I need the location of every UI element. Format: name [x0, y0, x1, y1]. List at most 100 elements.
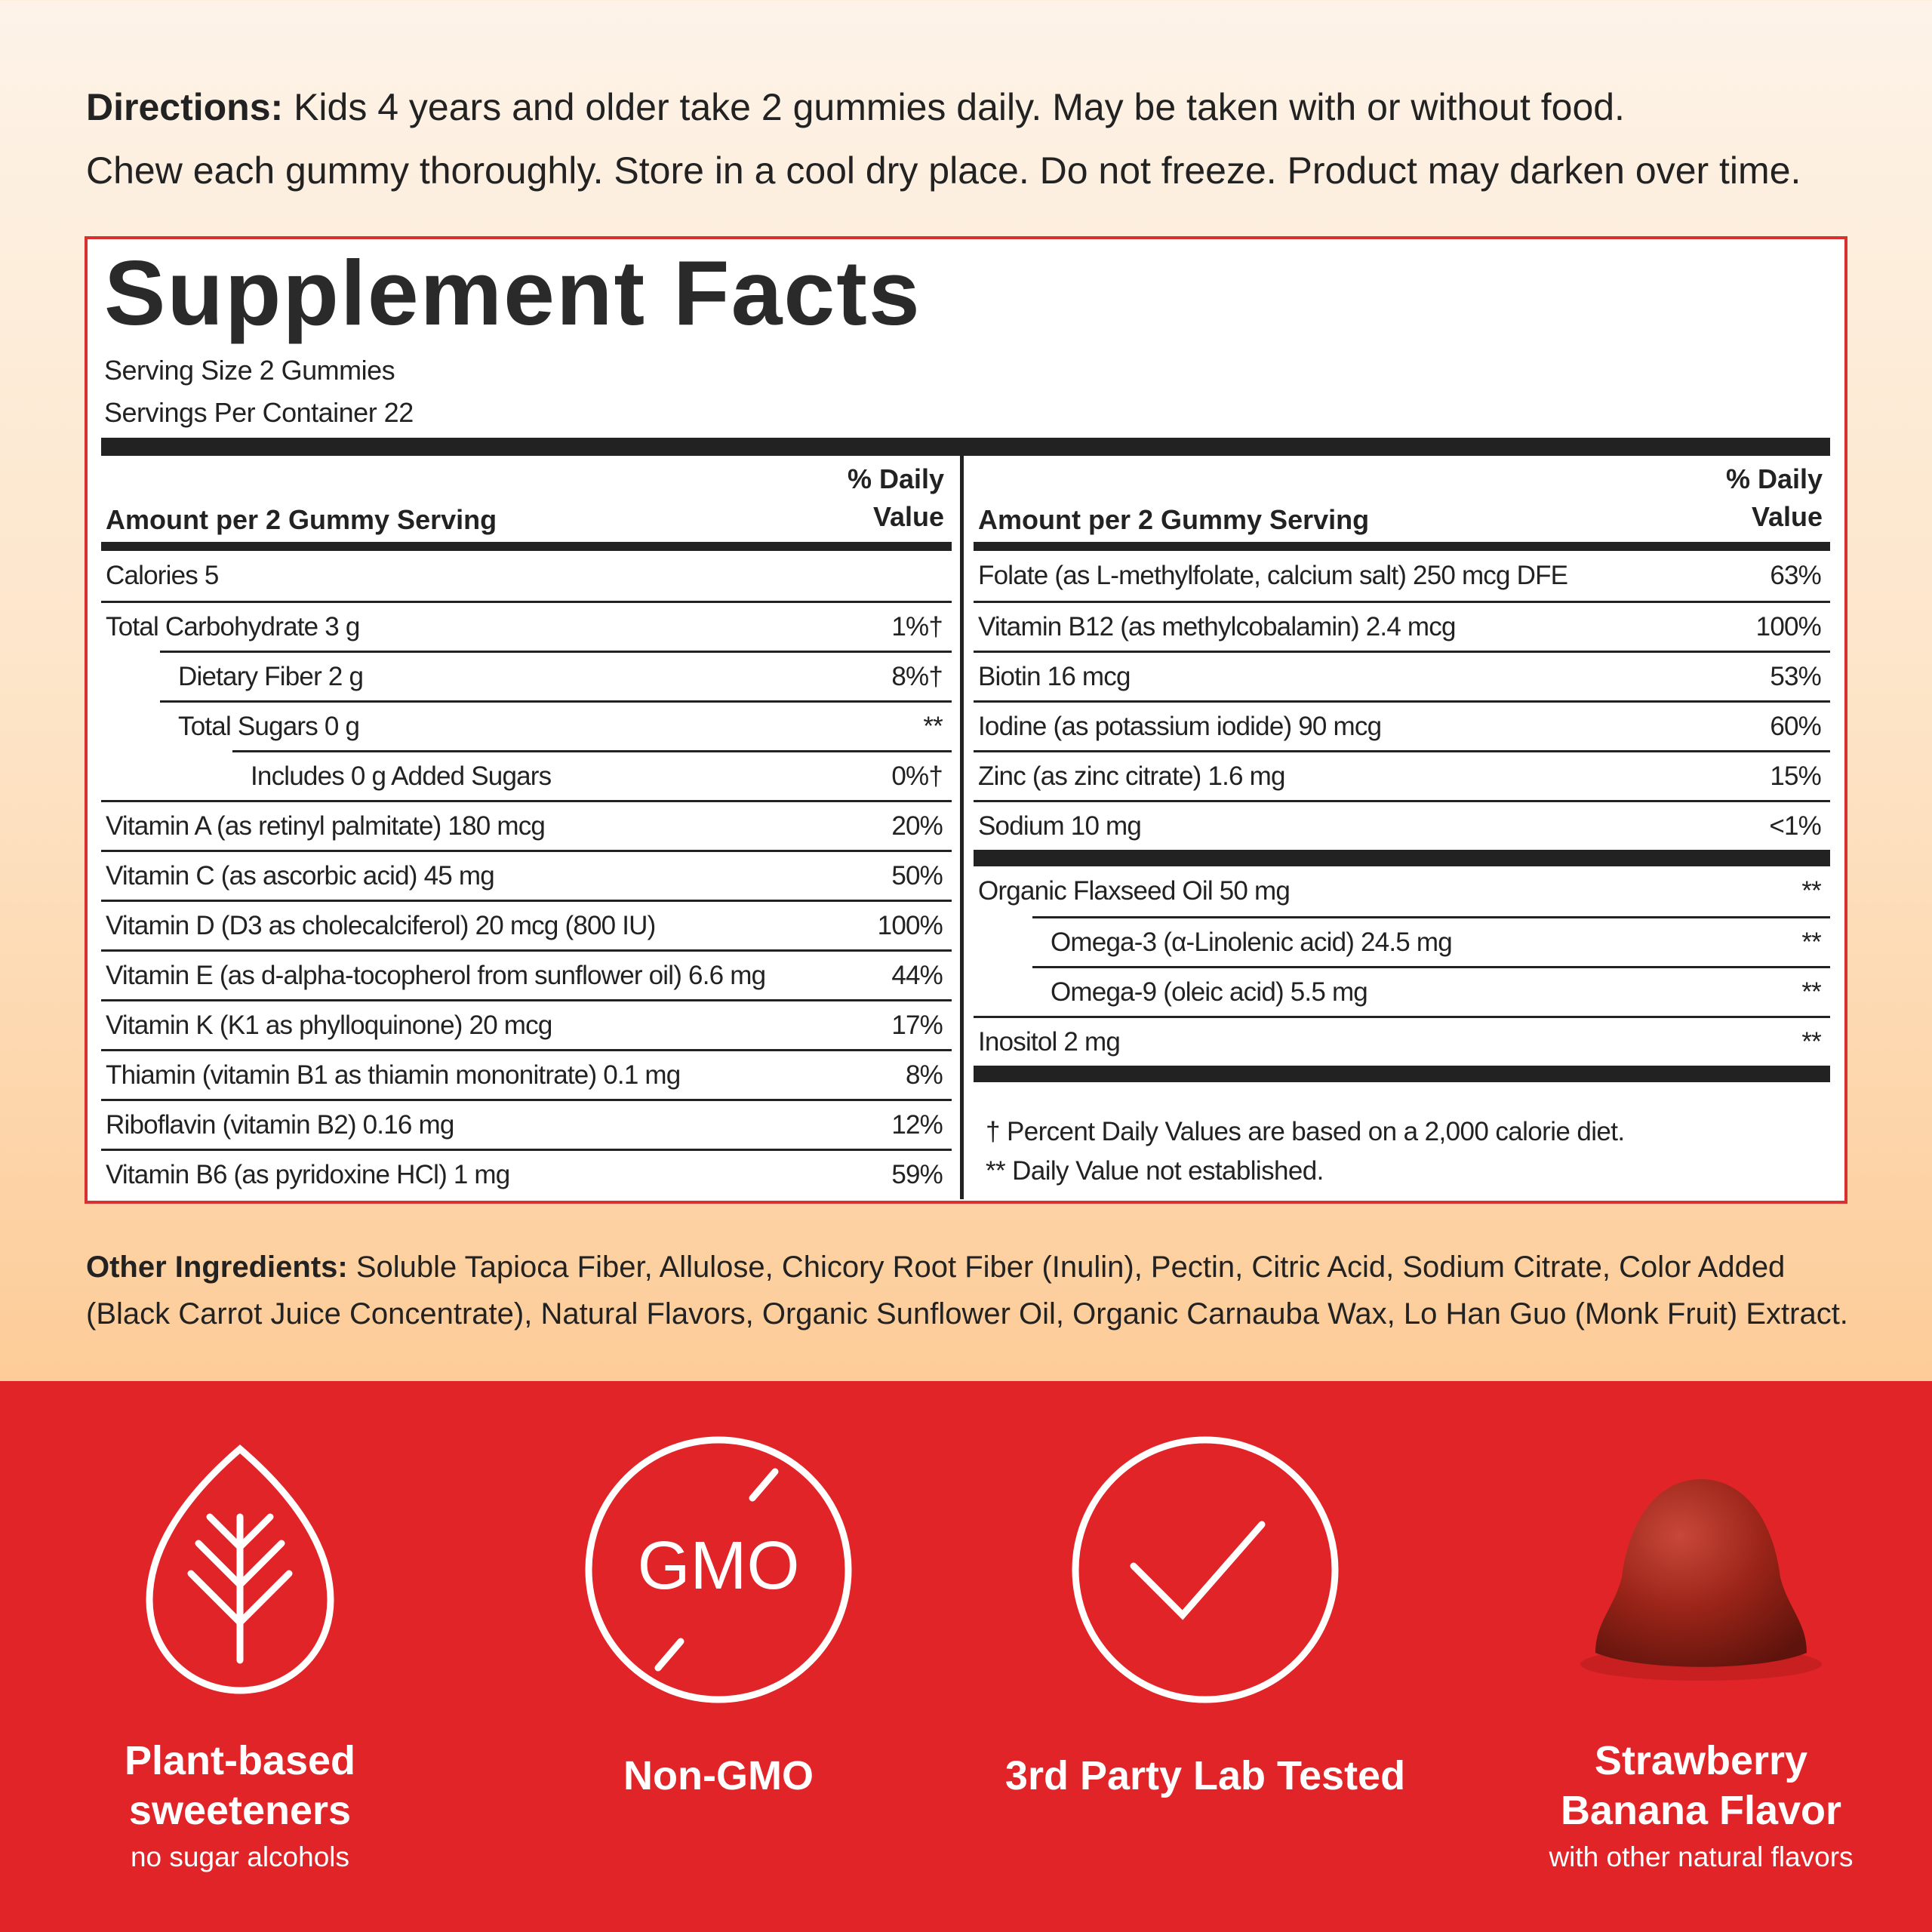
- daily-value: 60%: [1770, 711, 1821, 741]
- thick-bar: [974, 542, 1830, 551]
- footnote: ** Daily Value not established.: [986, 1156, 1324, 1186]
- nutrient-name: Omega-9 (oleic acid) 5.5 mg: [1051, 977, 1368, 1007]
- nutrient-row: Sodium 10 mg <1%: [974, 800, 1830, 850]
- daily-value: **: [1801, 1026, 1821, 1057]
- nutrient-name: Vitamin B6 (as pyridoxine HCl) 1 mg: [106, 1159, 510, 1189]
- nutrient-row: Calories 5: [101, 551, 952, 601]
- directions-text: Kids 4 years and older take 2 gummies da…: [294, 86, 1625, 128]
- badge-title: 3rd Party Lab Tested: [971, 1751, 1439, 1801]
- thick-bar: [101, 542, 952, 551]
- header-dv-line: % Daily: [847, 463, 944, 494]
- badge: 3rd Party Lab Tested: [971, 1434, 1439, 1801]
- badge-title: Strawberry Banana Flavor: [1467, 1736, 1932, 1835]
- header-daily-value: % Daily Value: [1726, 460, 1823, 536]
- daily-value: 15%: [1770, 761, 1821, 791]
- nutrient-name: Riboflavin (vitamin B2) 0.16 mg: [106, 1109, 454, 1140]
- badge: Strawberry Banana Flavor with other natura…: [1467, 1434, 1932, 1876]
- badge-title: Plant-based sweeteners: [6, 1736, 474, 1835]
- ingredients-label: Other Ingredients:: [86, 1251, 348, 1284]
- nutrient-row: Iodine (as potassium iodide) 90 mcg 60%: [974, 700, 1830, 750]
- nutrient-name: Total Sugars 0 g: [178, 711, 360, 741]
- nutrient-row: Vitamin C (as ascorbic acid) 45 mg 50%: [101, 850, 952, 900]
- nutrient-row: Omega-3 (α-Linolenic acid) 24.5 mg **: [1032, 916, 1830, 966]
- facts-box: [85, 236, 1847, 1204]
- nutrient-name: Thiamin (vitamin B1 as thiamin mononitra…: [106, 1060, 681, 1090]
- right-column: Amount per 2 Gummy Serving % Daily Value Fo…: [974, 456, 1830, 1191]
- nutrient-row: Organic Flaxseed Oil 50 mg **: [974, 866, 1830, 916]
- check-icon: [1072, 1436, 1339, 1703]
- thick-bar: [974, 1066, 1830, 1082]
- nutrient-row: Dietary Fiber 2 g 8%†: [160, 651, 952, 700]
- nutrient-name: Iodine (as potassium iodide) 90 mcg: [978, 711, 1382, 741]
- nutrient-row: Total Carbohydrate 3 g 1%†: [101, 601, 952, 651]
- header-daily-value: % Daily Value: [848, 460, 944, 536]
- daily-value: 100%: [1755, 611, 1822, 641]
- column-divider: [960, 456, 964, 1199]
- badge-title-line: sweeteners: [128, 1788, 352, 1833]
- badge: GMO Non-GMO: [485, 1434, 952, 1801]
- footnotes: † Percent Daily Values are based on a 2,…: [974, 1112, 1830, 1191]
- nutrient-name: Vitamin C (as ascorbic acid) 45 mg: [106, 860, 495, 891]
- facts-title: Supplement Facts: [104, 242, 921, 344]
- nutrient-name: Omega-3 (α-Linolenic acid) 24.5 mg: [1051, 927, 1453, 957]
- badge-title: Non-GMO: [485, 1751, 952, 1801]
- badge-title-line: Strawberry: [1594, 1738, 1808, 1783]
- nutrient-name: Dietary Fiber 2 g: [178, 661, 364, 691]
- badge-title-line: Banana Flavor: [1560, 1788, 1842, 1833]
- table-header: Amount per 2 Gummy Serving % Daily Value: [974, 456, 1830, 542]
- nutrient-name: Zinc (as zinc citrate) 1.6 mg: [978, 761, 1285, 791]
- leaf-icon: [146, 1444, 334, 1694]
- badge-subtitle: no sugar alcohols: [130, 1841, 350, 1872]
- daily-value: 44%: [891, 960, 943, 990]
- ingredients-text: Soluble Tapioca Fiber, Allulose, Chicory…: [86, 1251, 1848, 1331]
- nutrient-row: Inositol 2 mg **: [974, 1016, 1830, 1066]
- nutrient-row: Total Sugars 0 g **: [160, 700, 952, 750]
- nutrient-name: Vitamin E (as d-alpha-tocopherol from su…: [106, 960, 766, 990]
- nutrient-row: Vitamin A (as retinyl palmitate) 180 mcg…: [101, 800, 952, 850]
- nutrient-name: Total Carbohydrate 3 g: [106, 611, 360, 641]
- nutrient-row: Folate (as L-methylfolate, calcium salt)…: [974, 551, 1830, 601]
- daily-value: 0%†: [891, 761, 943, 791]
- nutrient-name: Organic Flaxseed Oil 50 mg: [978, 876, 1291, 906]
- nutrient-row: Riboflavin (vitamin B2) 0.16 mg 12%: [101, 1099, 952, 1149]
- badge-title-line: Non-GMO: [623, 1753, 814, 1798]
- daily-value: 20%: [891, 811, 943, 841]
- daily-value: 1%†: [891, 611, 943, 641]
- badge: Plant-based sweeteners no sugar alcohols: [6, 1434, 474, 1876]
- nutrient-name: Biotin 16 mcg: [978, 661, 1131, 691]
- daily-value: **: [1801, 876, 1821, 906]
- nutrient-name: Inositol 2 mg: [978, 1026, 1121, 1057]
- header-dv-line: Value: [1751, 501, 1823, 532]
- other-ingredients: Other Ingredients: Soluble Tapioca Fiber…: [86, 1244, 1852, 1337]
- daily-value: 100%: [877, 910, 943, 940]
- badge-subtitle: with other natural flavors: [1549, 1841, 1854, 1872]
- nutrient-name: Vitamin A (as retinyl palmitate) 180 mcg: [106, 811, 546, 841]
- daily-value: <1%: [1769, 811, 1821, 841]
- daily-value: 50%: [891, 860, 943, 891]
- directions-line: Chew each gummy thoroughly. Store in a c…: [86, 149, 1801, 192]
- header-amount: Amount per 2 Gummy Serving: [978, 504, 1370, 535]
- table-header: Amount per 2 Gummy Serving % Daily Value: [101, 456, 952, 542]
- nutrient-name: Calories 5: [106, 561, 219, 590]
- thick-bar: [974, 850, 1830, 866]
- daily-value: 8%: [906, 1060, 943, 1090]
- header-dv-line: Value: [872, 501, 944, 532]
- serving-size: Serving Size 2 Gummies: [104, 355, 395, 386]
- daily-value: 63%: [1770, 561, 1821, 590]
- nutrient-row: Thiamin (vitamin B1 as thiamin mononitra…: [101, 1049, 952, 1099]
- nutrient-name: Folate (as L-methylfolate, calcium salt)…: [978, 561, 1568, 590]
- gummy-icon: [1580, 1479, 1822, 1681]
- directions: Directions: Kids 4 years and older take …: [86, 75, 1801, 202]
- daily-value: 8%†: [891, 661, 943, 691]
- nutrient-row: Vitamin D (D3 as cholecalciferol) 20 mcg…: [101, 900, 952, 949]
- badge-title-line: Plant-based: [124, 1738, 356, 1783]
- nutrient-name: Sodium 10 mg: [978, 811, 1142, 841]
- nutrient-row: Includes 0 g Added Sugars 0%†: [232, 750, 952, 800]
- header-amount: Amount per 2 Gummy Serving: [106, 504, 497, 535]
- nutrient-row: Vitamin B6 (as pyridoxine HCl) 1 mg 59%: [101, 1149, 952, 1198]
- header-dv-line: % Daily: [1725, 463, 1823, 494]
- nutrient-name: Vitamin B12 (as methylcobalamin) 2.4 mcg: [978, 611, 1456, 641]
- footnote: † Percent Daily Values are based on a 2,…: [986, 1117, 1625, 1146]
- servings-per-container: Servings Per Container 22: [104, 397, 414, 428]
